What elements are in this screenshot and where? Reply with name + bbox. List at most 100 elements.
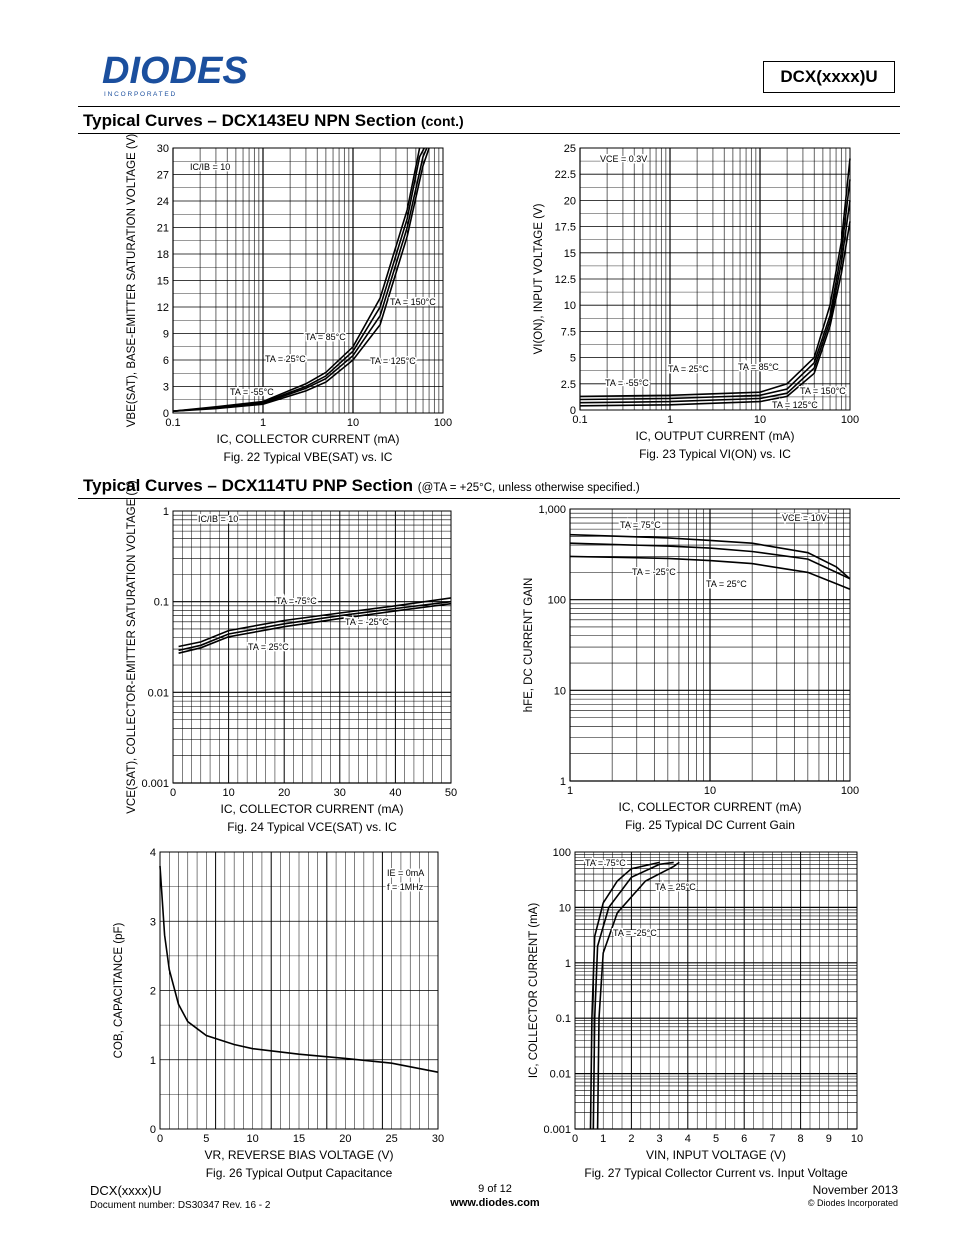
y-tick-label: 15: [157, 276, 169, 288]
x-tick-label: 100: [841, 414, 859, 426]
series-line: [159, 865, 439, 1073]
y-tick-label: 4: [150, 847, 156, 859]
fig23-grid: [579, 147, 850, 411]
y-tick-label: 1: [163, 506, 169, 518]
x-axis-label: IC, COLLECTOR CURRENT (mA): [217, 432, 400, 446]
diodes-logo: DIODES I N C O R P O R A T E D: [100, 50, 275, 100]
footer-copyright: © Diodes Incorporated: [807, 1198, 898, 1208]
y-tick-label: 10: [564, 300, 576, 312]
section2-note: (@TA = +25°C, unless otherwise specified…: [417, 482, 640, 494]
x-tick-label: 20: [278, 787, 290, 799]
fig24-grid: [172, 511, 452, 784]
fig27-chart: 0 1 2 3 4 5 6 7 8 9 10 0.001 0.01 0.1 1 10 100 TA = 75°C T…: [528, 847, 863, 1180]
series-line: [579, 221, 851, 407]
fig22-grid: [172, 147, 443, 414]
x-tick-label: 30: [334, 787, 346, 799]
annotation-label: f = 1MHz: [387, 882, 424, 892]
series-line: [178, 600, 452, 652]
fig25-chart: 1 10 100 1 10 100 1,000 VCE = 10V TA = 75°C TA = …: [523, 504, 859, 832]
footer-doc: Document number: DS30347 Rev. 16 - 2: [90, 1200, 271, 1211]
series-line: [569, 533, 851, 580]
series-line: [178, 597, 452, 648]
y-tick-label: 27: [157, 170, 169, 182]
section2-title-text: Typical Curves – DCX114TU PNP Section: [83, 476, 414, 495]
figure-caption: Fig. 25 Typical DC Current Gain: [625, 818, 795, 832]
annotation-label: TA = 125°C: [370, 356, 416, 366]
y-tick-label: 1,000: [538, 504, 566, 516]
x-tick-label: 2: [628, 1133, 634, 1145]
y-tick-label: 3: [150, 916, 156, 928]
annotation-label: IC/IB = 10: [190, 162, 230, 172]
annotation-label: TA = 75°C: [620, 520, 661, 530]
x-tick-label: 1: [260, 417, 266, 429]
section1-rule: [78, 133, 900, 134]
y-tick-label: 12.5: [555, 274, 576, 286]
fig23-chart: 0.1 1 10 100 0 2.5 5 7.5 10 12.5 15 17.5 20 22.5 25 VCE…: [533, 143, 859, 461]
y-tick-label: 0.01: [148, 687, 169, 699]
annotation-label: IC/IB = 10: [198, 514, 238, 524]
series-line: [569, 542, 851, 580]
y-tick-label: 24: [157, 196, 169, 208]
section2-title: Typical Curves – DCX114TU PNP Section (@…: [83, 476, 640, 496]
x-tick-label: 4: [685, 1133, 691, 1145]
y-tick-label: 1: [565, 958, 571, 970]
section1-suffix: (cont.): [420, 113, 464, 129]
y-tick-label: 2: [150, 986, 156, 998]
x-tick-label: 15: [293, 1133, 305, 1145]
y-tick-label: 2.5: [561, 379, 576, 391]
annotation-label: TA = 25°C: [706, 579, 747, 589]
y-axis-label: VBE(SAT), BASE-EMITTER SATURATION VOLTAG…: [126, 134, 138, 428]
y-axis-label: COB, CAPACITANCE (pF): [113, 922, 125, 1058]
annotation-label: IE = 0mA: [387, 868, 424, 878]
x-axis-label: IC, OUTPUT CURRENT (mA): [636, 429, 795, 443]
y-tick-label: 0.01: [550, 1069, 571, 1081]
x-tick-label: 40: [389, 787, 401, 799]
annotation-label: TA = 75°C: [585, 858, 626, 868]
footer-page: 9 of 12: [478, 1183, 512, 1195]
y-axis-label: hFE, DC CURRENT GAIN: [523, 578, 535, 713]
fig26-grid: [159, 851, 439, 1130]
x-tick-label: 100: [434, 417, 452, 429]
series-line: [172, 147, 430, 412]
series-line: [589, 861, 660, 1130]
figure-caption: Fig. 22 Typical VBE(SAT) vs. IC: [224, 450, 393, 464]
fig26-frame: [159, 851, 439, 1130]
y-axis-label: VI(ON), INPUT VOLTAGE (V): [533, 203, 545, 354]
x-tick-label: 0: [170, 787, 176, 799]
y-tick-label: 0: [570, 405, 576, 417]
y-tick-label: 0.001: [141, 778, 169, 790]
section2-rule: [78, 498, 900, 499]
x-axis-label: VIN, INPUT VOLTAGE (V): [646, 1148, 786, 1162]
y-tick-label: 9: [163, 329, 169, 341]
x-axis-label: IC, COLLECTOR CURRENT (mA): [619, 800, 802, 814]
footer-url[interactable]: www.diodes.com: [450, 1197, 540, 1209]
y-axis-label: IC, COLLECTOR CURRENT (mA): [528, 903, 540, 1078]
series-line: [172, 147, 421, 412]
x-tick-label: 1: [567, 785, 573, 797]
fig25-grid: [569, 509, 850, 782]
y-tick-label: 18: [157, 249, 169, 261]
y-tick-label: 20: [564, 195, 576, 207]
x-tick-label: 10: [851, 1133, 863, 1145]
annotation-label: TA = 25°C: [248, 642, 289, 652]
annotation-label: TA = -25°C: [345, 617, 389, 627]
x-tick-label: 8: [798, 1133, 804, 1145]
part-number-box: DCX(xxxx)U: [763, 61, 895, 93]
x-tick-label: 10: [222, 787, 234, 799]
x-tick-label: 0: [157, 1133, 163, 1145]
x-axis-label: IC, COLLECTOR CURRENT (mA): [221, 802, 404, 816]
y-tick-label: 25: [564, 143, 576, 155]
x-tick-label: 10: [704, 785, 716, 797]
y-tick-label: 0: [150, 1124, 156, 1136]
y-tick-label: 21: [157, 223, 169, 235]
annotation-label: TA = -25°C: [632, 567, 676, 577]
annotation-label: TA = -25°C: [613, 928, 657, 938]
figure-caption: Fig. 24 Typical VCE(SAT) vs. IC: [227, 820, 397, 834]
x-tick-label: 7: [769, 1133, 775, 1145]
x-tick-label: 9: [826, 1133, 832, 1145]
annotation-label: TA = 75°C: [276, 596, 317, 606]
series-line: [569, 555, 851, 591]
x-tick-label: 10: [754, 414, 766, 426]
x-tick-label: 50: [445, 787, 457, 799]
y-tick-label: 0.001: [543, 1124, 571, 1136]
